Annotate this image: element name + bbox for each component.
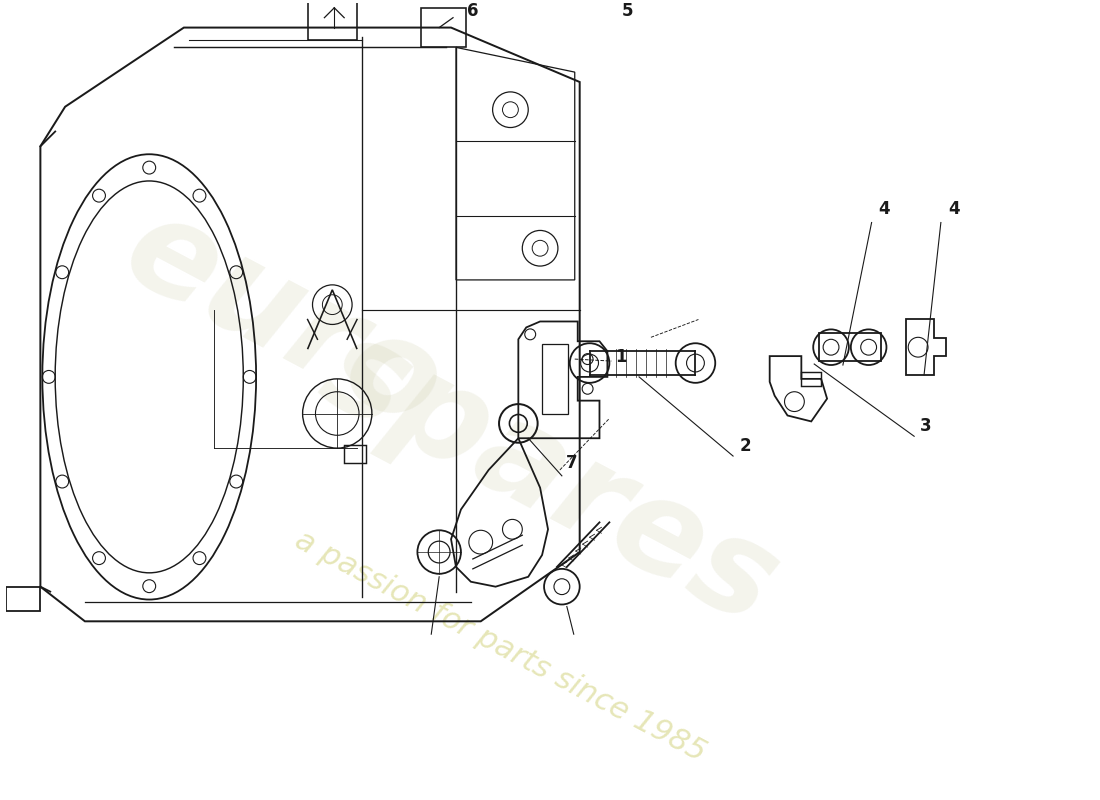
Bar xyxy=(344,445,366,463)
Text: a passion for parts since 1985: a passion for parts since 1985 xyxy=(290,525,711,767)
Text: 6: 6 xyxy=(468,2,478,20)
Text: 4: 4 xyxy=(948,200,959,218)
Text: 5: 5 xyxy=(621,2,632,20)
Text: 2: 2 xyxy=(740,437,751,455)
Bar xyxy=(801,372,821,386)
Text: spares: spares xyxy=(301,306,799,650)
Text: 1: 1 xyxy=(616,348,627,366)
Text: 7: 7 xyxy=(566,454,578,472)
Text: 3: 3 xyxy=(921,418,932,435)
Text: euro: euro xyxy=(103,184,462,455)
Text: 4: 4 xyxy=(879,200,890,218)
